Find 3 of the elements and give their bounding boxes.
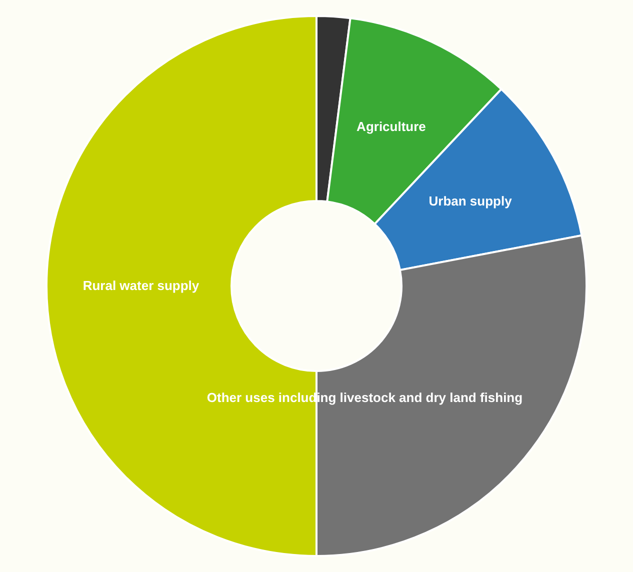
slice-label: Urban supply [428, 193, 513, 208]
slice-label: Agriculture [356, 119, 426, 134]
slice-label: Rural water supply [82, 278, 200, 293]
